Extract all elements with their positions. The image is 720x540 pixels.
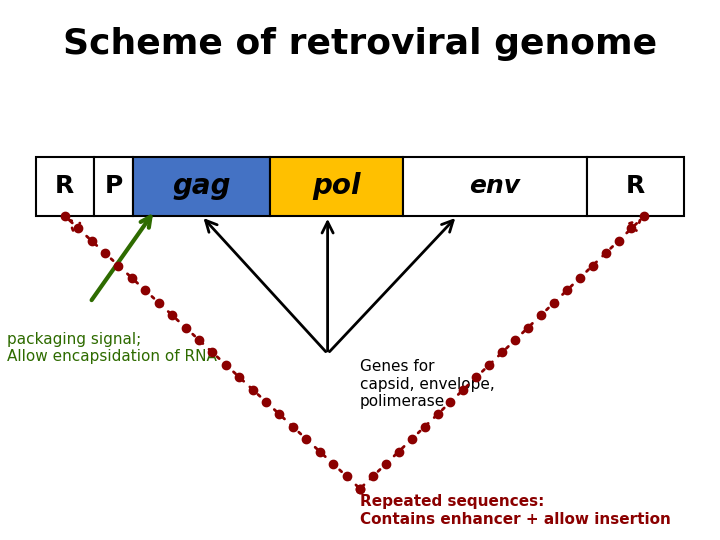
- Text: R: R: [626, 174, 645, 198]
- Text: P: P: [104, 174, 122, 198]
- Text: Repeated sequences:
Contains enhancer + allow insertion: Repeated sequences: Contains enhancer + …: [360, 494, 671, 526]
- Bar: [587, 157, 684, 216]
- Bar: [270, 157, 403, 216]
- Bar: [133, 157, 270, 216]
- Bar: [403, 157, 587, 216]
- Text: pol: pol: [312, 172, 361, 200]
- Bar: [36, 157, 94, 216]
- Bar: [94, 157, 133, 216]
- Text: Scheme of retroviral genome: Scheme of retroviral genome: [63, 27, 657, 61]
- Text: gag: gag: [172, 172, 231, 200]
- Text: packaging signal;
Allow encapsidation of RNA: packaging signal; Allow encapsidation of…: [7, 332, 217, 365]
- Text: R: R: [55, 174, 74, 198]
- Text: Genes for
capsid, envelope,
polimerase: Genes for capsid, envelope, polimerase: [360, 359, 495, 409]
- Text: env: env: [469, 174, 521, 198]
